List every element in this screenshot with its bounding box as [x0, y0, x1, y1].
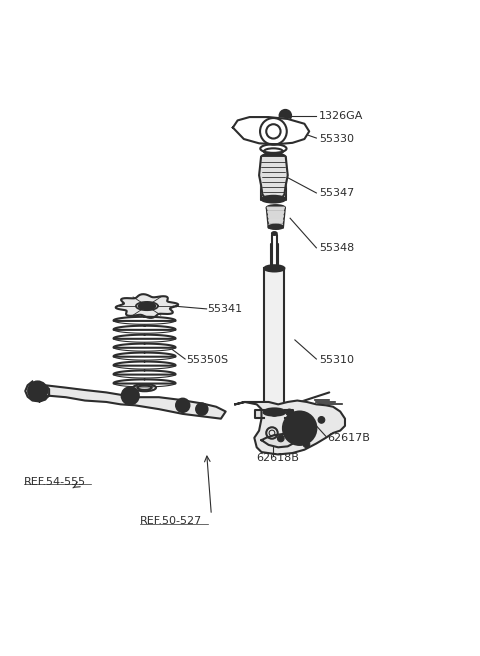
Polygon shape: [255, 409, 264, 418]
Polygon shape: [25, 381, 226, 419]
Circle shape: [295, 423, 304, 433]
Circle shape: [280, 110, 291, 121]
Polygon shape: [233, 117, 309, 144]
Ellipse shape: [269, 225, 283, 229]
Text: 1326GA: 1326GA: [319, 111, 363, 121]
Bar: [261, 157, 286, 200]
Circle shape: [283, 411, 316, 445]
Text: 55310: 55310: [319, 355, 354, 365]
Circle shape: [277, 435, 284, 441]
Polygon shape: [262, 434, 295, 447]
Text: REF.54-555: REF.54-555: [24, 477, 86, 487]
Bar: [264, 268, 284, 411]
Polygon shape: [268, 211, 284, 215]
Text: 55347: 55347: [319, 188, 354, 198]
Polygon shape: [269, 220, 283, 222]
Text: 55341: 55341: [207, 304, 243, 314]
Ellipse shape: [272, 232, 277, 235]
Circle shape: [303, 441, 310, 447]
Ellipse shape: [139, 303, 156, 309]
Text: 55330: 55330: [319, 134, 354, 144]
Polygon shape: [116, 294, 178, 318]
Ellipse shape: [267, 205, 285, 211]
Ellipse shape: [264, 265, 284, 272]
Ellipse shape: [264, 409, 284, 415]
Polygon shape: [285, 409, 293, 418]
Polygon shape: [259, 157, 288, 199]
Circle shape: [286, 409, 293, 416]
Circle shape: [196, 403, 207, 415]
Polygon shape: [235, 401, 345, 455]
Circle shape: [176, 399, 190, 412]
Polygon shape: [269, 224, 282, 227]
Text: 62618B: 62618B: [257, 453, 300, 462]
Polygon shape: [268, 216, 283, 218]
Text: 62617B: 62617B: [327, 433, 370, 443]
Text: REF.50-527: REF.50-527: [140, 516, 202, 526]
Ellipse shape: [261, 154, 286, 161]
Polygon shape: [267, 207, 284, 210]
Circle shape: [121, 387, 139, 404]
Circle shape: [318, 417, 325, 423]
Circle shape: [290, 419, 309, 438]
Circle shape: [28, 381, 47, 401]
Text: 55350S: 55350S: [186, 355, 228, 365]
Text: 55348: 55348: [319, 243, 354, 253]
Ellipse shape: [264, 409, 285, 415]
Ellipse shape: [262, 195, 285, 203]
Circle shape: [33, 386, 42, 396]
